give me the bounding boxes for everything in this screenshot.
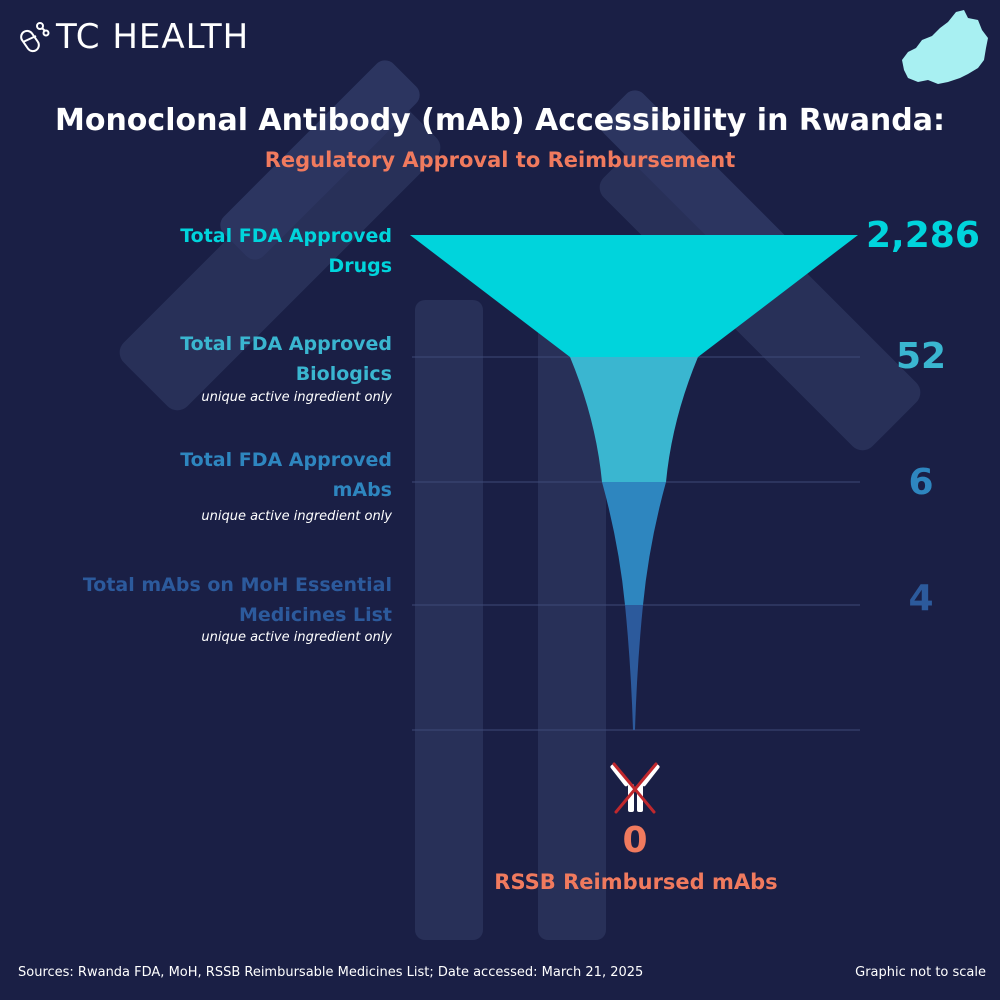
final-label: RSSB Reimbursed mAbs	[494, 870, 778, 894]
stage-1-label: Total FDA Approved Drugs	[32, 221, 392, 281]
crossed-antibody-icon	[610, 762, 660, 814]
brand-logo: TC HEALTH	[18, 20, 249, 54]
antibody-left-arm-outer	[220, 60, 420, 260]
funnel-segment-1	[410, 235, 858, 357]
stage-label-line2: Biologics	[295, 363, 392, 385]
stage-label-line2: mAbs	[332, 479, 392, 501]
funnel-segment-2	[570, 357, 698, 482]
rwanda-map-icon	[902, 10, 988, 84]
antibody-right-stem	[538, 300, 606, 940]
stage-4-note: unique active ingredient only	[201, 630, 392, 645]
stage-4-label: Total mAbs on MoH Essential Medicines Li…	[32, 570, 392, 630]
antibody-left-stem	[415, 300, 483, 940]
stage-label-line2: Drugs	[328, 255, 392, 277]
stage-label-line1: Total FDA Approved	[180, 225, 392, 247]
capsule-molecule-icon	[20, 22, 50, 53]
brand-name: TC HEALTH	[56, 17, 250, 57]
stage-2-value: 52	[895, 336, 947, 377]
antibody-left-arm	[119, 89, 441, 411]
stage-label-line2: Medicines List	[238, 604, 392, 626]
funnel-segment-4	[625, 605, 643, 730]
footer-sources: Sources: Rwanda FDA, MoH, RSSB Reimbursa…	[18, 965, 644, 980]
stage-4-value: 4	[908, 578, 934, 619]
page-title: Monoclonal Antibody (mAb) Accessibility …	[54, 103, 946, 138]
stage-3-value: 6	[908, 462, 934, 503]
page-subtitle: Regulatory Approval to Reimbursement	[264, 148, 736, 172]
stage-3-note: unique active ingredient only	[201, 509, 392, 524]
stage-2-label: Total FDA Approved Biologics	[32, 329, 392, 389]
funnel-segment-3	[602, 482, 666, 605]
stage-label-line1: Total FDA Approved	[180, 449, 392, 471]
final-value: 0	[622, 820, 648, 861]
stage-label-line1: Total FDA Approved	[180, 333, 392, 355]
stage-1-value: 2,286	[866, 215, 980, 256]
footer-scale-note: Graphic not to scale	[855, 965, 986, 980]
stage-2-note: unique active ingredient only	[201, 390, 392, 405]
stage-label-line1: Total mAbs on MoH Essential	[82, 574, 392, 596]
stage-3-label: Total FDA Approved mAbs	[32, 445, 392, 505]
